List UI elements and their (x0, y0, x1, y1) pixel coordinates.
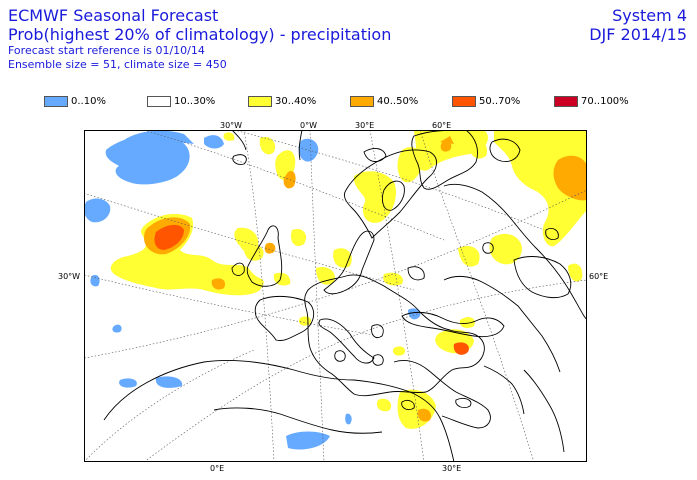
map-background (84, 130, 587, 462)
lon-label-top: 30°W (220, 121, 243, 130)
lon-label-top: 0°W (300, 121, 317, 130)
legend-item: 10..30% (147, 94, 215, 108)
chart-subtitle: Prob(highest 20% of climatology) - preci… (8, 25, 392, 44)
legend-label: 30..40% (275, 95, 317, 107)
legend-swatch (350, 95, 374, 107)
prob-50-70-areas (154, 224, 469, 355)
legend-item: 0..10% (44, 94, 106, 108)
coastlines (103, 130, 587, 462)
lon-label-top: 60°E (432, 121, 452, 130)
map-frame (84, 130, 587, 462)
legend: 0..10% 10..30% 30..40% 40..50% 50..70% 7… (0, 94, 697, 110)
legend-item: 70..100% (554, 94, 629, 108)
low-probability-areas (84, 130, 421, 450)
forecast-start-reference: Forecast start reference is 01/10/14 (8, 44, 205, 57)
season-label: DJF 2014/15 (589, 25, 687, 44)
legend-label: 10..30% (174, 95, 216, 107)
legend-swatch (44, 95, 68, 107)
legend-label: 50..70% (479, 95, 521, 107)
legend-swatch (248, 95, 272, 107)
ensemble-size: Ensemble size = 51, climate size = 450 (8, 58, 227, 71)
legend-label: 0..10% (71, 95, 106, 107)
lon-label-left: 30°W (58, 272, 81, 281)
legend-label: 40..50% (377, 95, 419, 107)
lon-label-top: 30°E (355, 121, 375, 130)
system-season-block: System 4 DJF 2014/15 (589, 6, 687, 44)
lon-label-bottom: 0°E (210, 464, 225, 473)
forecast-map (84, 130, 587, 462)
legend-swatch (554, 95, 578, 107)
system-label: System 4 (612, 6, 687, 25)
lon-label-bottom: 30°E (442, 464, 462, 473)
lon-label-right: 60°E (589, 272, 609, 281)
chart-title: ECMWF Seasonal Forecast (8, 6, 219, 25)
legend-swatch (452, 95, 476, 107)
legend-item: 30..40% (248, 94, 316, 108)
legend-label: 70..100% (581, 95, 629, 107)
legend-item: 40..50% (350, 94, 418, 108)
title-block: ECMWF Seasonal Forecast Prob(highest 20%… (8, 6, 391, 72)
legend-swatch (147, 95, 171, 107)
legend-item: 50..70% (452, 94, 520, 108)
